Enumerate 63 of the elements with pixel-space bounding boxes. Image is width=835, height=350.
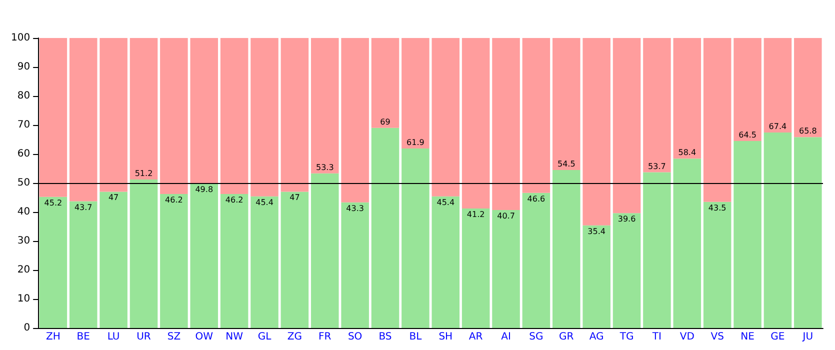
data-label: 46.2 bbox=[225, 196, 244, 205]
x-tick-label: TG bbox=[618, 332, 634, 342]
x-tick-label: BS bbox=[378, 332, 392, 342]
x-tick-label: GL bbox=[258, 332, 272, 342]
x-tick-label: AI bbox=[501, 332, 511, 342]
x-tick-label: SO bbox=[348, 332, 362, 342]
data-label: 41.2 bbox=[466, 210, 485, 220]
data-label: 69 bbox=[380, 117, 390, 126]
data-label: 61.9 bbox=[406, 138, 424, 147]
x-tick-label: SZ bbox=[167, 332, 181, 342]
data-label: 47 bbox=[108, 193, 119, 202]
data-label: 65.8 bbox=[799, 126, 817, 136]
x-tick-label: LU bbox=[107, 332, 120, 342]
x-tick-label: GE bbox=[770, 332, 785, 342]
data-label: 43.3 bbox=[346, 204, 364, 213]
data-label: 51.2 bbox=[134, 169, 153, 178]
data-label: 46.2 bbox=[165, 196, 183, 205]
x-tick-label: UR bbox=[136, 332, 151, 342]
x-tick-label: ZG bbox=[287, 332, 302, 342]
y-tick-label: 20 bbox=[17, 264, 30, 276]
data-label: 58.4 bbox=[678, 148, 696, 158]
data-label: 45.2 bbox=[44, 198, 62, 208]
y-tick-label: 50 bbox=[17, 178, 30, 188]
x-tick-label: AR bbox=[468, 332, 483, 342]
data-label: 40.7 bbox=[497, 211, 515, 220]
x-tick-label: JU bbox=[802, 332, 814, 342]
data-label: 54.5 bbox=[557, 159, 576, 168]
y-tick-label: 0 bbox=[24, 322, 30, 334]
y-tick-label: 70 bbox=[17, 120, 30, 130]
y-tick-label: 80 bbox=[17, 90, 30, 102]
x-tick-label: ZH bbox=[46, 332, 60, 342]
y-tick-label: 100 bbox=[10, 32, 30, 44]
data-label: 49.8 bbox=[195, 185, 214, 194]
x-tick-label: TI bbox=[651, 332, 662, 342]
y-tick-label: 60 bbox=[17, 148, 30, 160]
data-label: 47 bbox=[290, 193, 300, 202]
y-tick-label: 40 bbox=[17, 206, 30, 218]
x-tick-label: OW bbox=[195, 332, 214, 342]
x-tick-label: BL bbox=[409, 332, 422, 342]
data-label: 67.4 bbox=[768, 122, 787, 132]
x-tick-label: VS bbox=[710, 332, 724, 342]
data-label: 46.6 bbox=[527, 194, 546, 204]
x-tick-label: SG bbox=[529, 332, 544, 342]
x-tick-label: NW bbox=[226, 332, 244, 342]
y-tick-label: 10 bbox=[17, 294, 30, 304]
x-tick-label: GR bbox=[559, 332, 574, 342]
x-tick-label: SH bbox=[438, 332, 453, 342]
data-label: 43.5 bbox=[708, 203, 726, 212]
x-tick-label: NE bbox=[740, 332, 754, 342]
y-tick-label: 30 bbox=[17, 236, 30, 246]
x-tick-label: AG bbox=[589, 332, 604, 342]
data-label: 64.5 bbox=[738, 130, 756, 140]
data-label: 43.7 bbox=[74, 202, 92, 212]
x-tick-label: VD bbox=[680, 332, 695, 342]
x-tick-label: FR bbox=[318, 332, 332, 342]
data-label: 39.6 bbox=[618, 214, 636, 224]
data-label: 35.4 bbox=[588, 226, 606, 236]
data-label: 45.4 bbox=[436, 198, 455, 207]
x-tick-label: BE bbox=[76, 332, 90, 342]
data-label: 53.3 bbox=[316, 162, 334, 172]
y-tick-label: 90 bbox=[17, 62, 30, 72]
data-label: 53.7 bbox=[648, 162, 666, 171]
data-label: 45.4 bbox=[256, 198, 274, 207]
